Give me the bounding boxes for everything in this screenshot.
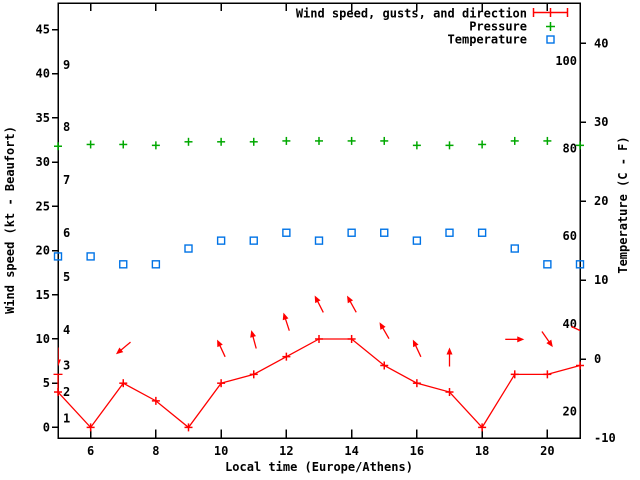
right-axis-label: Temperature (C - F) [616, 136, 630, 273]
svg-text:35: 35 [36, 111, 50, 125]
svg-text:25: 25 [36, 199, 50, 213]
svg-text:-10: -10 [594, 431, 616, 445]
svg-text:60: 60 [563, 229, 577, 243]
svg-text:20: 20 [36, 244, 50, 258]
left-axis-ticks: 0 5 10 15 20 25 30 35 40 45 [36, 23, 58, 434]
svg-text:10: 10 [214, 444, 228, 458]
svg-text:9: 9 [63, 58, 70, 72]
svg-text:20: 20 [594, 194, 608, 208]
svg-text:8: 8 [152, 444, 159, 458]
svg-text:30: 30 [36, 155, 50, 169]
legend-pressure-label: Pressure [469, 20, 527, 34]
svg-text:3: 3 [63, 359, 70, 373]
svg-text:100: 100 [555, 54, 577, 68]
temperature-series [53, 228, 585, 269]
svg-text:0: 0 [43, 420, 50, 434]
svg-text:14: 14 [344, 444, 358, 458]
svg-text:12: 12 [279, 444, 293, 458]
series-layer [53, 136, 585, 432]
beaufort-scale-labels: 1 2 3 4 5 6 7 8 9 [63, 58, 70, 426]
legend-temperature-label: Temperature [448, 33, 527, 47]
legend-wind-label: Wind speed, gusts, and direction [296, 7, 527, 21]
svg-text:6: 6 [87, 444, 94, 458]
fahrenheit-scale-labels: 20 40 60 80 100 [555, 54, 577, 419]
svg-text:80: 80 [563, 142, 577, 156]
legend-pressure-plus-symbol [546, 22, 555, 31]
svg-text:5: 5 [43, 376, 50, 390]
svg-text:40: 40 [36, 67, 50, 81]
svg-text:8: 8 [63, 120, 70, 134]
right-axis-ticks: -10 0 10 20 30 40 [580, 36, 616, 445]
svg-text:1: 1 [63, 412, 70, 426]
svg-text:6: 6 [63, 226, 70, 240]
svg-text:7: 7 [63, 173, 70, 187]
svg-text:40: 40 [594, 36, 608, 50]
legend: Wind speed, gusts, and direction Pressur… [296, 7, 569, 47]
legend-wind-errorbar-symbol [532, 8, 569, 17]
plot-border [57, 2, 581, 439]
pressure-series [54, 136, 584, 151]
left-axis-label: Wind speed (kt - Beaufort) [3, 126, 17, 314]
svg-text:45: 45 [36, 23, 50, 37]
svg-text:20: 20 [540, 444, 554, 458]
svg-text:2: 2 [63, 385, 70, 399]
svg-text:16: 16 [410, 444, 424, 458]
svg-text:10: 10 [36, 332, 50, 346]
svg-text:5: 5 [63, 270, 70, 284]
svg-text:0: 0 [594, 352, 601, 366]
svg-text:20: 20 [563, 405, 577, 419]
svg-text:15: 15 [36, 288, 50, 302]
legend-temperature-square-symbol [546, 35, 555, 44]
svg-text:4: 4 [63, 323, 70, 337]
wind-direction-arrows [58, 295, 580, 367]
svg-text:10: 10 [594, 273, 608, 287]
svg-text:30: 30 [594, 115, 608, 129]
svg-text:18: 18 [475, 444, 489, 458]
x-axis-label: Local time (Europe/Athens) [225, 460, 413, 474]
wind-series [53, 334, 584, 432]
x-axis-ticks: 6 8 10 12 14 16 18 20 [87, 3, 555, 458]
svg-text:40: 40 [563, 317, 577, 331]
